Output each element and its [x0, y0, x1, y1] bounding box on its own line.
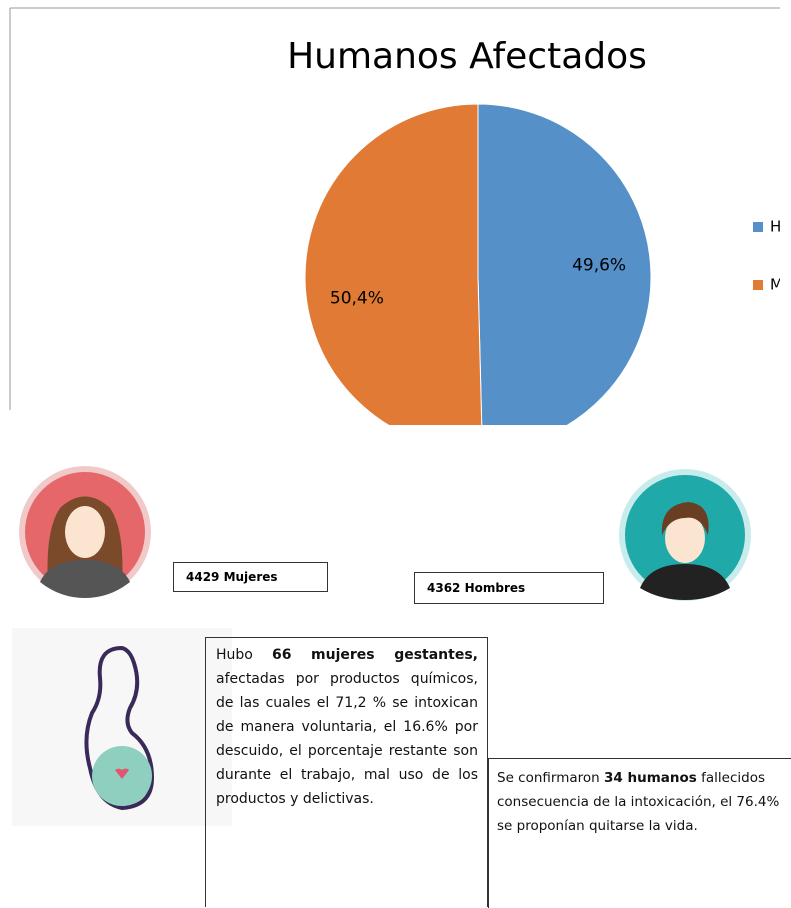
bold-text: 34 humanos	[604, 770, 697, 786]
legend-label: Mujeres	[770, 276, 791, 294]
women-count: 4429 Mujeres	[173, 562, 328, 592]
avatars	[19, 466, 751, 601]
legend-swatch	[753, 222, 763, 232]
text: afectadas por productos químicos, de las…	[216, 671, 478, 807]
chart-title: Humanos Afectados	[287, 36, 647, 77]
data-label: 49,6%	[572, 255, 626, 275]
men-count: 4362 Hombres	[414, 572, 604, 604]
man-hair	[661, 502, 709, 535]
bold-text: 66 mujeres gestantes,	[272, 647, 478, 663]
legend-swatch	[753, 280, 763, 290]
deaths-text: Se confirmaron 34 humanos fallecidos con…	[497, 766, 787, 838]
data-label: 50,4%	[330, 289, 384, 309]
pie-slice	[477, 103, 652, 425]
legend: Hombres Mujeres	[753, 218, 791, 294]
legend-label: Hombres	[770, 218, 791, 236]
man-face	[665, 513, 705, 563]
chart: Humanos Afectados 49,6% 50,4% Hombres Muje…	[9, 7, 791, 425]
pie-slice	[304, 103, 483, 425]
pregnant-text: Hubo 66 mujeres gestantes, afectadas por…	[216, 643, 478, 811]
pregnant-box	[205, 637, 488, 907]
text: fallecidos consecuencia de la intoxicaci…	[497, 770, 780, 834]
woman-face	[65, 506, 105, 558]
deaths-box	[488, 758, 791, 908]
text: Hubo	[216, 647, 272, 663]
pie: 49,6% 50,4%	[304, 103, 652, 425]
heart	[115, 768, 129, 779]
man-body	[640, 564, 730, 600]
pregnant-outline	[84, 645, 155, 811]
text: Se confirmaron	[497, 770, 605, 786]
woman-body	[40, 560, 130, 598]
pregnant-icon	[12, 628, 232, 826]
